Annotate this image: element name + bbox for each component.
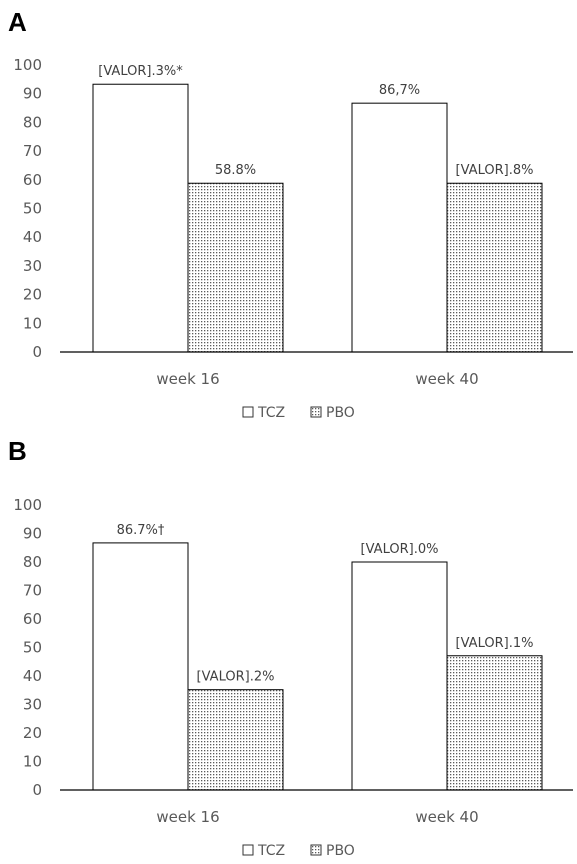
bar-tcz-week-40 xyxy=(351,561,448,791)
data-label: [VALOR].1% xyxy=(456,636,534,651)
data-label: [VALOR].0% xyxy=(361,542,439,557)
chart-panel-b: B 0 10 20 30 40 50 60 70 80 90 100 86.7%† [VALOR].2% w… xyxy=(8,436,573,859)
legend-label-tcz: TCZ xyxy=(257,405,285,421)
bar-pbo-week-16 xyxy=(187,182,284,353)
bar-pbo-week-40 xyxy=(446,182,543,353)
data-label: 58.8% xyxy=(215,163,256,178)
bar-tcz-week-16 xyxy=(92,83,189,353)
legend-swatch-tcz xyxy=(242,406,254,418)
y-tick-label: 20 xyxy=(23,286,42,304)
chart-panel-a: A 0 10 20 30 40 50 60 70 80 90 100 [VALOR].3%* 58.8% w… xyxy=(8,7,573,421)
legend-label-tcz: TCZ xyxy=(257,843,285,859)
data-label: [VALOR].2% xyxy=(197,670,275,685)
panel-letter: B xyxy=(8,436,27,466)
y-tick-label: 30 xyxy=(23,257,42,275)
data-label: 86,7% xyxy=(379,83,420,98)
y-tick-label: 90 xyxy=(23,85,42,103)
y-tick-label: 10 xyxy=(23,314,42,332)
y-tick-label: 20 xyxy=(23,724,42,742)
data-label: 86.7%† xyxy=(117,523,165,538)
y-tick-label: 30 xyxy=(23,696,42,714)
y-tick-label: 0 xyxy=(32,781,42,799)
data-label: [VALOR].8% xyxy=(456,163,534,178)
category-label: week 16 xyxy=(156,370,219,388)
data-label: [VALOR].3%* xyxy=(98,64,183,79)
y-tick-label: 50 xyxy=(23,200,42,218)
y-tick-label: 10 xyxy=(23,753,42,771)
bar-tcz-week-16 xyxy=(92,542,189,791)
category-label: week 40 xyxy=(415,808,478,826)
legend: TCZ PBO xyxy=(242,405,355,421)
y-tick-label: 60 xyxy=(23,171,42,189)
category-label: week 16 xyxy=(156,808,219,826)
legend-swatch-pbo xyxy=(310,406,322,418)
legend: TCZ PBO xyxy=(242,843,355,859)
y-tick-label: 80 xyxy=(23,553,42,571)
legend-label-pbo: PBO xyxy=(326,843,355,859)
y-tick-label: 100 xyxy=(13,496,42,514)
y-tick-label: 70 xyxy=(23,582,42,600)
bar-tcz-week-40 xyxy=(351,102,448,353)
panel-letter: A xyxy=(8,7,27,37)
y-tick-label: 70 xyxy=(23,142,42,160)
y-tick-label: 100 xyxy=(13,56,42,74)
legend-swatch-tcz xyxy=(242,844,254,856)
y-tick-label: 80 xyxy=(23,113,42,131)
category-label: week 40 xyxy=(415,370,478,388)
y-tick-label: 40 xyxy=(23,228,42,246)
bar-pbo-week-16 xyxy=(187,689,284,791)
y-tick-label: 0 xyxy=(32,343,42,361)
legend-label-pbo: PBO xyxy=(326,405,355,421)
bar-pbo-week-40 xyxy=(446,655,543,791)
y-tick-label: 50 xyxy=(23,639,42,657)
y-tick-label: 60 xyxy=(23,610,42,628)
y-tick-label: 40 xyxy=(23,667,42,685)
legend-swatch-pbo xyxy=(310,844,322,856)
y-tick-label: 90 xyxy=(23,525,42,543)
